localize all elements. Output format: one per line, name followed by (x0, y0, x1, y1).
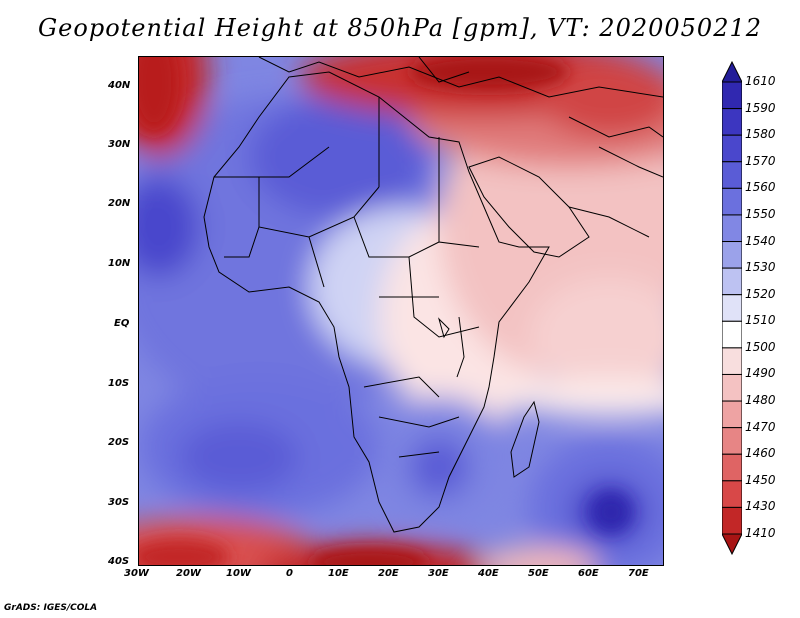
colorbar-level-label: 1450 (745, 472, 776, 487)
lat-label-eq: EQ (114, 318, 130, 329)
lon-label-60e: 60E (578, 568, 599, 579)
colorbar-level-label: 1480 (745, 393, 776, 408)
lon-label-40e: 40E (478, 568, 499, 579)
colorbar (722, 60, 742, 556)
lon-label-50e: 50E (528, 568, 549, 579)
colorbar-cell (722, 480, 742, 508)
lon-label-70e: 70E (628, 568, 649, 579)
lon-label-0: 0 (286, 568, 293, 579)
colorbar-level-label: 1510 (745, 313, 776, 328)
colorbar-level-label: 1560 (745, 180, 776, 195)
lon-label-10w: 10W (226, 568, 251, 579)
colorbar-level-label: 1570 (745, 153, 776, 168)
coastlines (203, 57, 663, 533)
colorbar-top-triangle (722, 60, 742, 83)
lon-label-30w: 30W (124, 568, 149, 579)
lat-label-30s: 30S (108, 497, 130, 508)
lon-label-10e: 10E (328, 568, 349, 579)
colorbar-cell (722, 400, 742, 429)
colorbar-cell (722, 134, 742, 163)
colorbar-level-label: 1460 (745, 446, 776, 461)
colorbar-cell (722, 108, 742, 136)
colorbar-level-label: 1410 (745, 526, 776, 540)
colorbar-level-label: 1610 (745, 74, 776, 88)
map-title: Geopotential Height at 850hPa [gpm], VT:… (38, 14, 762, 42)
lat-label-20s: 20S (108, 437, 130, 448)
colorbar-cell (722, 267, 742, 296)
map-panel (138, 56, 664, 566)
colorbar-cell (722, 81, 742, 110)
colorbar-level-label: 1590 (745, 100, 776, 115)
colorbar-level-label: 1520 (745, 286, 776, 301)
colorbar-cell (722, 241, 742, 269)
colorbar-cell (722, 214, 742, 243)
colorbar-cell (722, 161, 742, 189)
lat-label-40n: 40N (108, 80, 131, 91)
colorbar-level-label: 1490 (745, 366, 776, 381)
colorbar-cell (722, 373, 742, 402)
lon-label-20w: 20W (176, 568, 201, 579)
colorbar-level-label: 1540 (745, 233, 776, 248)
colorbar-level-label: 1470 (745, 419, 776, 434)
colorbar-level-label: 1550 (745, 206, 776, 221)
lat-label-40s: 40S (108, 556, 130, 567)
colorbar-cell (722, 506, 742, 535)
colorbar-cell (722, 427, 742, 455)
credit-text: GrADS: IGES/COLA (4, 603, 98, 613)
colorbar-cell (722, 347, 742, 375)
colorbar-level-label: 1530 (745, 260, 776, 275)
colorbar-cell (722, 320, 742, 349)
colorbar-cell (722, 187, 742, 216)
lon-label-30e: 30E (428, 568, 449, 579)
geopotential-field (139, 57, 663, 565)
lon-label-20e: 20E (378, 568, 399, 579)
colorbar-level-label: 1500 (745, 339, 776, 354)
lat-label-20n: 20N (108, 198, 131, 209)
colorbar-cell (722, 453, 742, 482)
lat-label-10s: 10S (108, 378, 130, 389)
colorbar-level-label: 1430 (745, 499, 776, 514)
lat-label-30n: 30N (108, 139, 131, 150)
colorbar-level-label: 1580 (745, 127, 776, 142)
colorbar-cell (722, 294, 742, 322)
lat-label-10n: 10N (108, 258, 131, 269)
colorbar-bottom-triangle (722, 533, 742, 556)
